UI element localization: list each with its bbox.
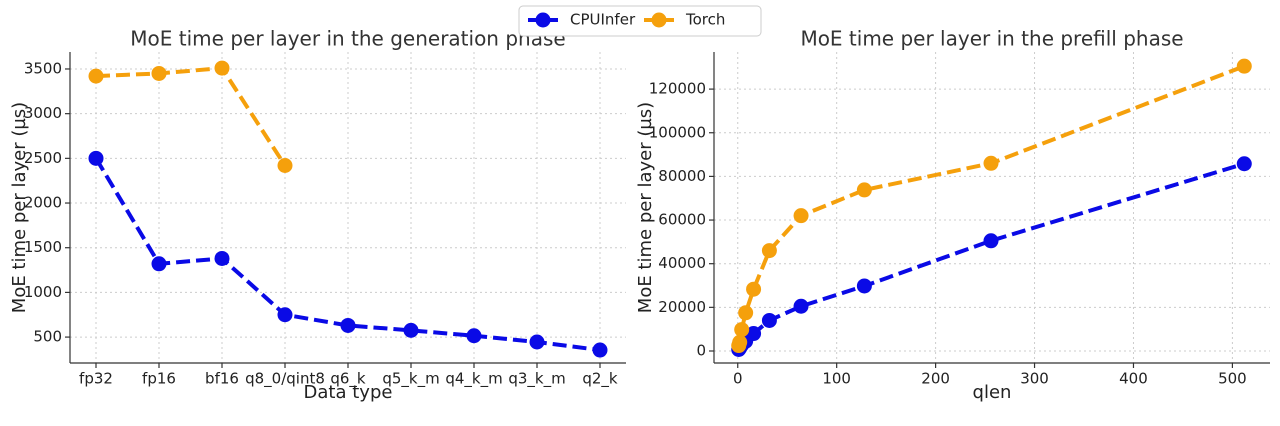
legend-marker (535, 12, 551, 28)
y-tick-label: 2000 (24, 194, 62, 212)
point (151, 256, 167, 272)
x-axis-label: qlen (973, 382, 1012, 403)
y-tick-label: 100000 (649, 123, 706, 141)
point (88, 68, 104, 84)
point (738, 305, 754, 321)
point (761, 243, 777, 259)
y-tick-label: 1000 (24, 283, 62, 301)
point (983, 233, 999, 249)
y-tick-label: 0 (696, 341, 706, 359)
point (746, 326, 762, 342)
y-tick-label: 60000 (658, 211, 706, 229)
y-tick-label: 80000 (658, 167, 706, 185)
y-tick-label: 3500 (24, 59, 62, 77)
x-tick-label: fp16 (142, 370, 176, 388)
point (1236, 58, 1252, 74)
x-tick-label: q6_k (330, 370, 366, 389)
point (761, 312, 777, 328)
point (746, 281, 762, 297)
y-tick-label: 2500 (24, 149, 62, 167)
chart-title: MoE time per layer in the prefill phase (800, 27, 1183, 51)
point (88, 150, 104, 166)
point (856, 182, 872, 198)
x-tick-label: 200 (921, 370, 950, 388)
x-axis-label: Data type (304, 382, 393, 403)
x-tick-label: 300 (1020, 370, 1049, 388)
x-tick-label: 500 (1218, 370, 1247, 388)
x-tick-label: q4_k_m (445, 370, 502, 389)
point (277, 157, 293, 173)
chart-title: MoE time per layer in the generation pha… (130, 27, 565, 51)
point (340, 317, 356, 333)
point (793, 208, 809, 224)
legend-label: Torch (685, 11, 725, 29)
legend-box (518, 5, 762, 37)
point (151, 65, 167, 81)
point (793, 298, 809, 314)
y-tick-label: 1500 (24, 238, 62, 256)
point (529, 334, 545, 350)
y-tick-label: 20000 (658, 298, 706, 316)
x-tick-label: 0 (733, 370, 743, 388)
y-axis-label: MoE time per layer (µs) (9, 102, 30, 313)
x-tick-label: q5_k_m (382, 370, 439, 389)
point (592, 342, 608, 358)
y-tick-label: 500 (33, 328, 62, 346)
x-tick-label: 400 (1119, 370, 1148, 388)
y-tick-label: 120000 (649, 80, 706, 98)
point (856, 278, 872, 294)
point (734, 322, 750, 338)
point (983, 155, 999, 171)
x-tick-label: 100 (822, 370, 851, 388)
point (214, 60, 230, 76)
x-tick-label: fp32 (79, 370, 113, 388)
legend-label: CPUInfer (570, 11, 636, 29)
point (277, 307, 293, 323)
series-line (95, 65, 287, 167)
legend: CPUInfer Torch (518, 5, 762, 37)
y-tick-label: 3000 (24, 104, 62, 122)
x-tick-label: q2_k (582, 370, 618, 389)
legend-marker (651, 12, 667, 28)
x-tick-label: q8_0/qint8 (245, 370, 325, 389)
series-line (737, 161, 1245, 351)
point (466, 328, 482, 344)
x-tick-label: q3_k_m (508, 370, 565, 389)
series-line (94, 157, 601, 353)
point (403, 322, 419, 338)
point (732, 334, 748, 350)
y-tick-label: 40000 (658, 254, 706, 272)
point (1236, 156, 1252, 172)
point (214, 250, 230, 266)
y-axis-label: MoE time per layer (µs) (635, 102, 656, 313)
x-tick-label: bf16 (205, 370, 239, 388)
